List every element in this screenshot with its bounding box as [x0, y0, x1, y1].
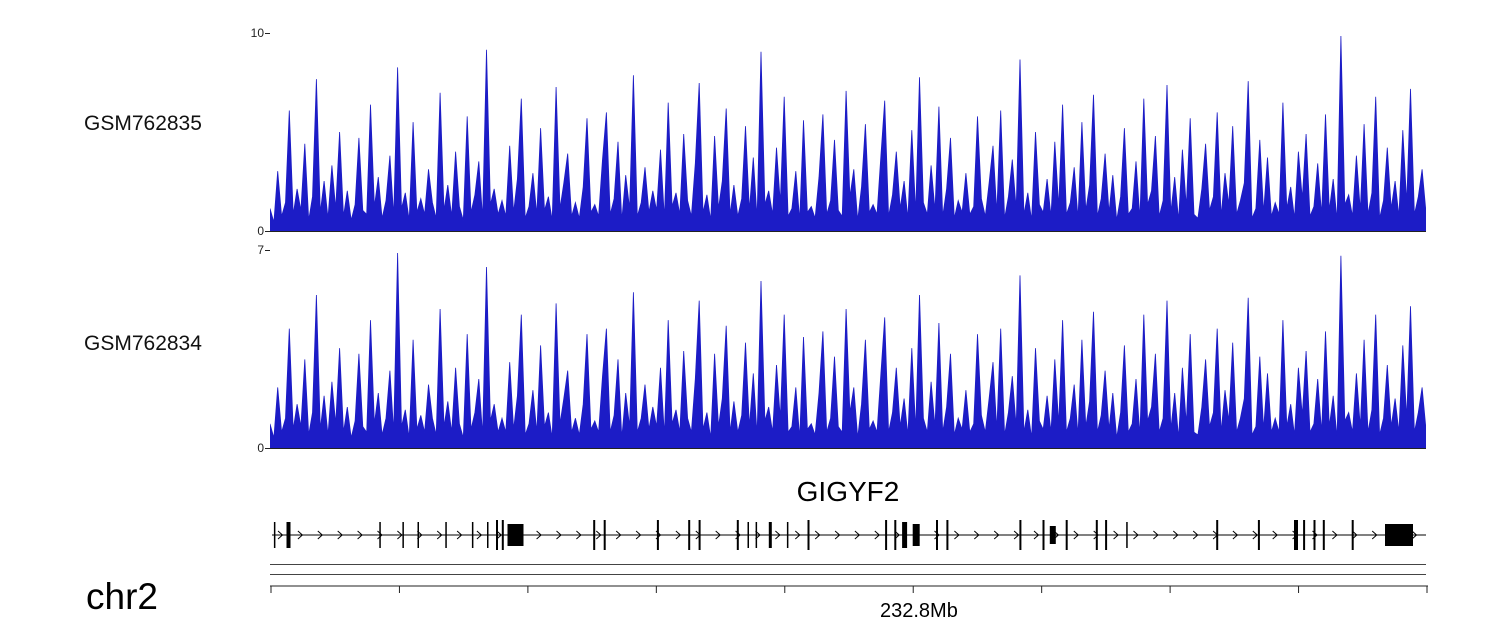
- y-axis-tick: [265, 231, 270, 232]
- y-axis-tick: [265, 250, 270, 251]
- coverage-track-gsm762834: 7 0: [257, 243, 1426, 455]
- gene-model-diagram: [272, 520, 1426, 550]
- coverage-signal-plot: [270, 252, 1426, 449]
- genomic-position-label: 232.8Mb: [880, 600, 958, 622]
- ruler-axis: [270, 585, 1428, 593]
- coverage-signal-plot: [270, 35, 1426, 232]
- chromosome-name-label: chr2: [86, 576, 158, 617]
- gene-name-label: GIGYF2: [796, 476, 900, 507]
- coordinate-ruler: [270, 584, 1428, 600]
- y-axis-zero-label: 0: [257, 441, 264, 455]
- gene-model-track: [270, 512, 1428, 558]
- y-axis-max-label: 10: [250, 26, 264, 40]
- coverage-track-gsm762835: 10 0: [251, 26, 1426, 238]
- y-axis-zero-label: 0: [257, 224, 264, 238]
- chromosome-line: [270, 564, 1426, 575]
- y-axis-max-label: 7: [257, 243, 264, 257]
- track-label-gsm762835: GSM762835: [84, 112, 202, 135]
- y-axis-tick: [265, 448, 270, 449]
- y-axis-tick: [265, 33, 270, 34]
- track-label-gsm762834: GSM762834: [84, 332, 202, 355]
